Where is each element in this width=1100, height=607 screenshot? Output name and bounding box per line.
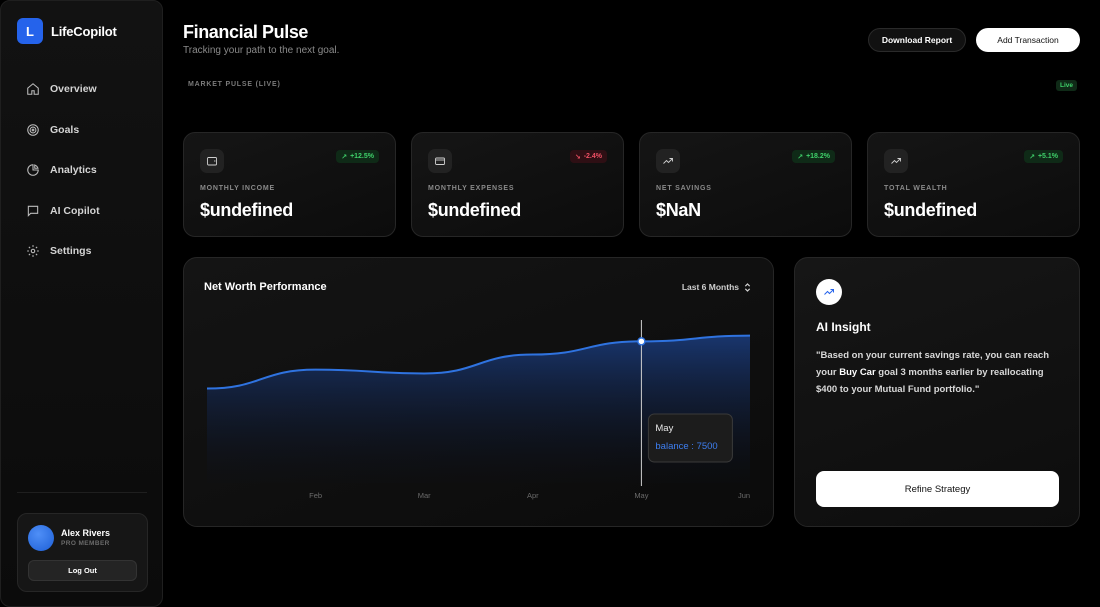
arrow-down-right-icon: ↘ [574, 153, 581, 161]
chevron-up-down-icon [744, 282, 751, 292]
insight-title: AI Insight [816, 320, 871, 334]
trending-up-icon [656, 149, 680, 173]
sidebar-item-overview[interactable]: Overview [17, 73, 147, 105]
refine-strategy-button[interactable]: Refine Strategy [816, 471, 1059, 507]
stat-label: MONTHLY INCOME [200, 185, 275, 192]
user-card: Alex Rivers PRO MEMBER Log Out [17, 513, 148, 592]
stat-card-monthly-income: ↗ +12.5% MONTHLY INCOME $undefined [183, 132, 396, 237]
insight-text-part: "Based on your current savings rate, you… [816, 350, 1050, 378]
arrow-up-right-icon: ↗ [1029, 153, 1035, 161]
sidebar-item-label: AI Copilot [50, 204, 100, 217]
chart-tooltip-label: May [655, 423, 673, 434]
range-select-label: Last 6 Months [681, 282, 739, 292]
insight-text-part: goal 3 months earlier by reallocating $4… [816, 367, 1044, 395]
trending-up-icon [884, 149, 908, 173]
sidebar-item-label: Settings [50, 245, 92, 257]
user-name: Alex Rivers [61, 528, 111, 538]
x-tick-label: Feb [309, 491, 322, 500]
delta-value: -2.4% [583, 153, 602, 160]
live-badge: Live [1056, 80, 1078, 91]
insight-highlight: Buy Car [839, 367, 876, 378]
stat-value: $undefined [884, 200, 978, 220]
pie-chart-icon [27, 164, 39, 176]
avatar[interactable] [28, 525, 54, 551]
target-icon [27, 123, 39, 136]
ai-insight-card: AI Insight "Based on your current saving… [794, 257, 1080, 527]
credit-card-icon [428, 149, 452, 173]
range-select[interactable]: Last 6 Months [682, 282, 751, 292]
x-tick-label: May [634, 491, 648, 500]
brand[interactable]: L LifeCopilot [17, 18, 117, 44]
delta-badge: ↘ -2.4% [569, 150, 607, 163]
stat-value: $NaN [656, 200, 701, 220]
chat-icon [27, 205, 39, 217]
delta-badge: ↗ +18.2% [792, 150, 835, 163]
stat-card-net-savings: ↗ +18.2% NET SAVINGS $NaN [639, 132, 852, 237]
chart-tooltip [647, 413, 733, 463]
x-tick-label: Mar [418, 491, 431, 500]
sidebar-item-settings[interactable]: Settings [17, 235, 147, 267]
stat-card-monthly-expenses: ↘ -2.4% MONTHLY EXPENSES $undefined [411, 132, 624, 237]
stat-card-total-wealth: ↗ +5.1% TOTAL WEALTH $undefined [867, 132, 1080, 237]
logout-button[interactable]: Log Out [28, 560, 137, 581]
sidebar-item-analytics[interactable]: Analytics [17, 154, 147, 186]
x-tick-label: Jun [738, 491, 750, 500]
stat-value: $undefined [200, 200, 294, 220]
x-tick-label: Apr [527, 491, 539, 500]
chart-series-line-balance [206, 334, 751, 390]
user-role: PRO MEMBER [61, 540, 110, 547]
chart-tooltip-value: balance : 7500 [655, 441, 717, 452]
insight-text: "Based on your current savings rate, you… [816, 347, 1066, 398]
sidebar-item-label: Goals [50, 123, 80, 136]
page-title: Financial Pulse [183, 22, 309, 42]
chart-data-point-active [637, 337, 646, 346]
wallet-icon [200, 149, 224, 173]
sidebar-item-ai-copilot[interactable]: AI Copilot [17, 195, 147, 227]
chart-title: Net Worth Performance [204, 281, 327, 293]
brand-name: LifeCopilot [51, 23, 117, 39]
market-pulse-label: MARKET PULSE (LIVE) [188, 81, 281, 88]
sidebar-nav: Overview Goals Analytics AI Copilot Sett… [17, 73, 147, 276]
sidebar-item-label: Overview [50, 83, 97, 95]
delta-value: +18.2% [806, 153, 830, 160]
net-worth-chart[interactable]: Feb Mar Apr May Jun May balance : 7500 [184, 258, 774, 527]
download-report-button[interactable]: Download Report [868, 28, 966, 52]
stat-label: MONTHLY EXPENSES [428, 185, 515, 192]
delta-value: +12.5% [350, 153, 374, 160]
stat-value: $undefined [428, 200, 522, 220]
brand-logo: L [17, 18, 43, 44]
sidebar: L LifeCopilot Overview Goals Analytics A… [0, 0, 163, 607]
chart-area-fill [207, 335, 750, 483]
delta-badge: ↗ +12.5% [336, 150, 379, 163]
delta-value: +5.1% [1037, 153, 1058, 160]
arrow-up-right-icon: ↗ [341, 153, 348, 161]
sidebar-item-goals[interactable]: Goals [17, 114, 147, 146]
gear-icon [27, 245, 39, 257]
delta-badge: ↗ +5.1% [1024, 150, 1063, 163]
sidebar-divider [17, 492, 147, 493]
sidebar-item-label: Analytics [50, 164, 97, 176]
add-transaction-button[interactable]: Add Transaction [976, 28, 1080, 52]
stat-label: NET SAVINGS [656, 185, 712, 192]
home-icon [27, 83, 39, 95]
net-worth-chart-card: Net Worth Performance Last 6 Months Feb M… [183, 257, 774, 527]
stat-label: TOTAL WEALTH [884, 185, 948, 192]
trending-up-icon [816, 279, 842, 305]
arrow-up-right-icon: ↗ [797, 153, 804, 161]
page-subtitle: Tracking your path to the next goal. [183, 45, 340, 56]
